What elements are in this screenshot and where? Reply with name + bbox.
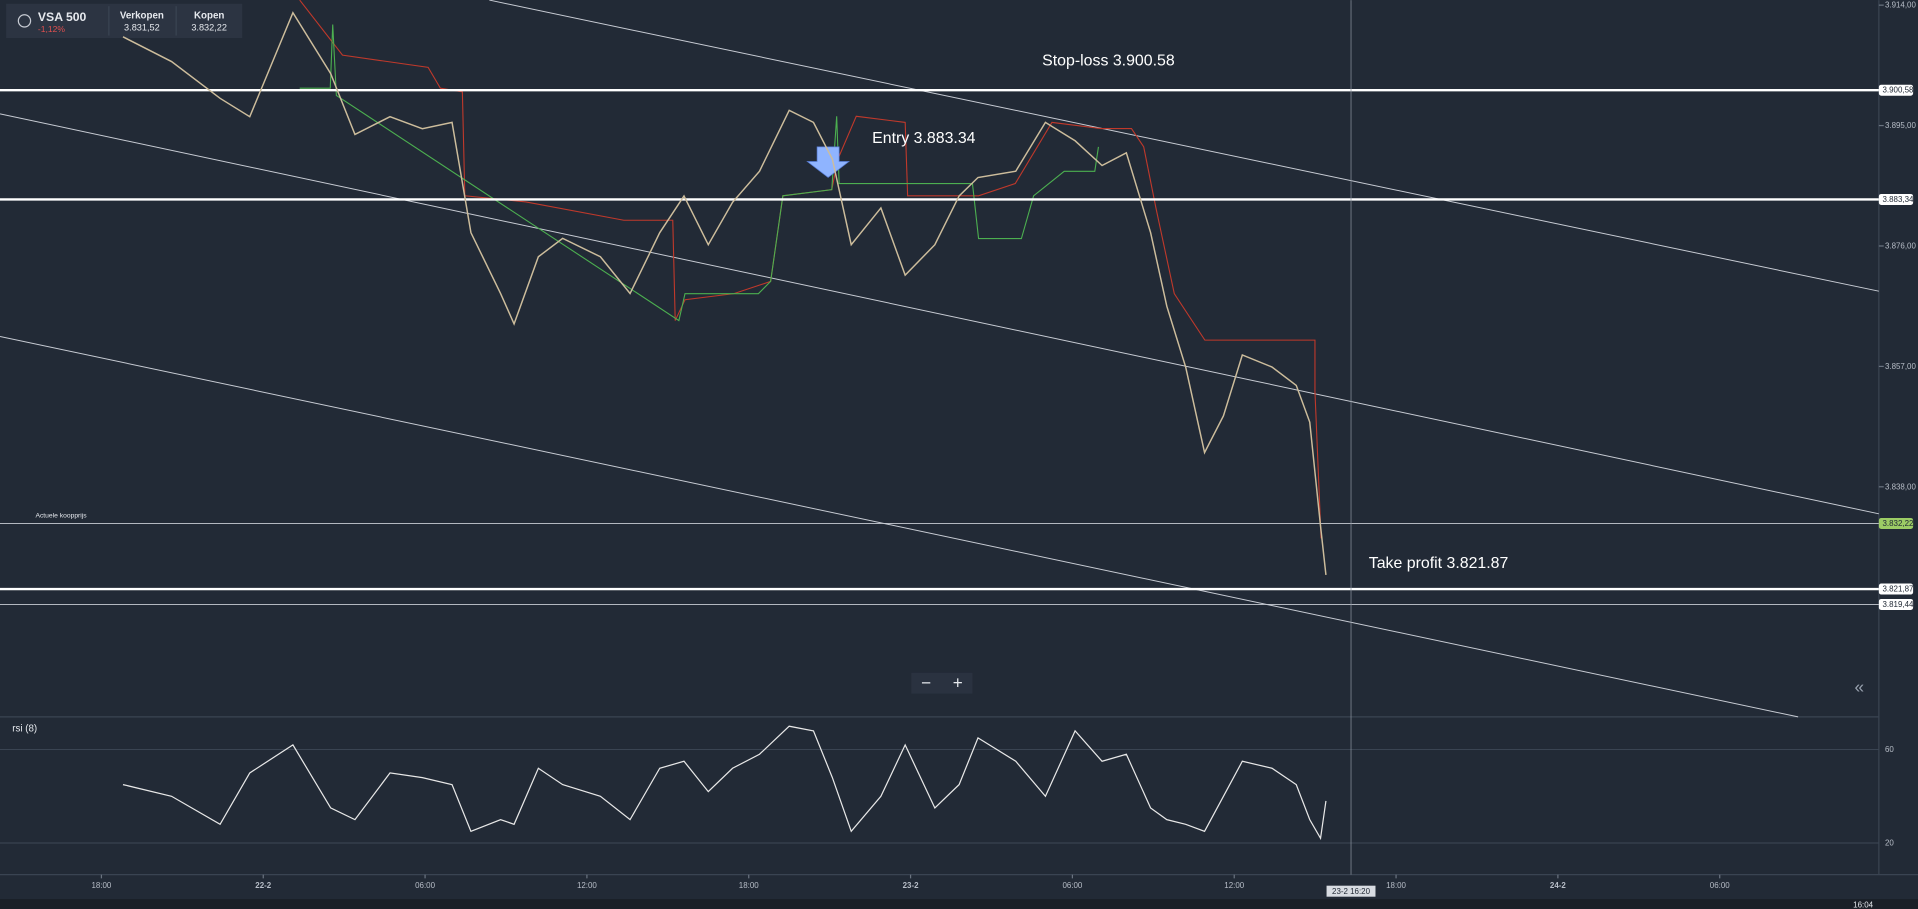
- rsi-title: rsi (8): [12, 724, 37, 735]
- level-annotation: Take profit 3.821.87: [1369, 555, 1509, 572]
- level-tag: [1878, 598, 1914, 610]
- level-tag-label: 3.883,34: [1883, 195, 1914, 204]
- y-tick-label: 3.895,00: [1885, 121, 1916, 130]
- y-tick-label: 3.857,00: [1885, 362, 1916, 371]
- collapse-button[interactable]: «: [1855, 677, 1865, 696]
- level-tag: [1878, 583, 1914, 595]
- x-tick-label: 24-2: [1550, 881, 1566, 890]
- buy-label[interactable]: Kopen: [194, 10, 224, 21]
- instrument-box: [6, 3, 243, 38]
- rsi-line: [122, 725, 1327, 841]
- trend-line: [0, 113, 1879, 515]
- zoom-controls: [911, 672, 973, 694]
- sell-label[interactable]: Verkopen: [120, 10, 164, 21]
- x-tick-label: 12:00: [577, 881, 597, 890]
- instrument-name: VSA 500: [38, 10, 87, 24]
- level-tag-label: 3.832,22: [1883, 519, 1914, 528]
- entry-arrow: [806, 146, 850, 178]
- price-line: [122, 11, 1327, 575]
- crosshair-tag: [1326, 885, 1376, 897]
- x-tick-label: 06:00: [1710, 881, 1730, 890]
- level-label: Actuele koopprijs: [35, 512, 87, 519]
- level-annotation: Stop-loss 3.900.58: [1042, 53, 1175, 70]
- crosshair-label: 23-2 16:20: [1332, 887, 1371, 896]
- x-tick-label: 18:00: [739, 881, 759, 890]
- level-tag: [1878, 193, 1914, 205]
- rsi-tick-label: 60: [1885, 745, 1894, 754]
- x-tick-label: 12:00: [1224, 881, 1244, 890]
- buy-price[interactable]: 3.832,22: [191, 23, 227, 33]
- rsi-tick-label: 20: [1885, 838, 1894, 847]
- instrument-change: -1,12%: [38, 24, 65, 34]
- level-tag-label: 3.821,87: [1883, 584, 1914, 593]
- zoom-in[interactable]: +: [953, 674, 963, 693]
- y-tick-label: 3.838,00: [1885, 482, 1916, 491]
- x-tick-label: 18:00: [91, 881, 111, 890]
- y-tick-label: 3.914,00: [1885, 1, 1916, 10]
- y-tick-label: 3.876,00: [1885, 241, 1916, 250]
- trend-line: [489, 0, 1879, 292]
- level-tag: [1878, 517, 1914, 529]
- level-tag-label: 3.900,58: [1883, 86, 1914, 95]
- level-annotation: Entry 3.883.34: [872, 130, 976, 147]
- x-tick-label: 06:00: [1062, 881, 1082, 890]
- stop-line-green: [299, 24, 1099, 322]
- x-tick-label: 23-2: [903, 881, 919, 890]
- x-tick-label: 18:00: [1386, 881, 1406, 890]
- x-tick-label: 06:00: [415, 881, 435, 890]
- clock: 16:04: [1853, 901, 1873, 909]
- x-tick-label: 22-2: [255, 881, 271, 890]
- taskbar: [0, 899, 1918, 909]
- trend-line: [0, 335, 1799, 718]
- level-tag-label: 3.819,44: [1883, 600, 1914, 609]
- zoom-out[interactable]: −: [921, 674, 931, 693]
- sell-price[interactable]: 3.831,52: [124, 23, 160, 33]
- info-icon: [17, 14, 32, 28]
- level-tag: [1878, 84, 1914, 96]
